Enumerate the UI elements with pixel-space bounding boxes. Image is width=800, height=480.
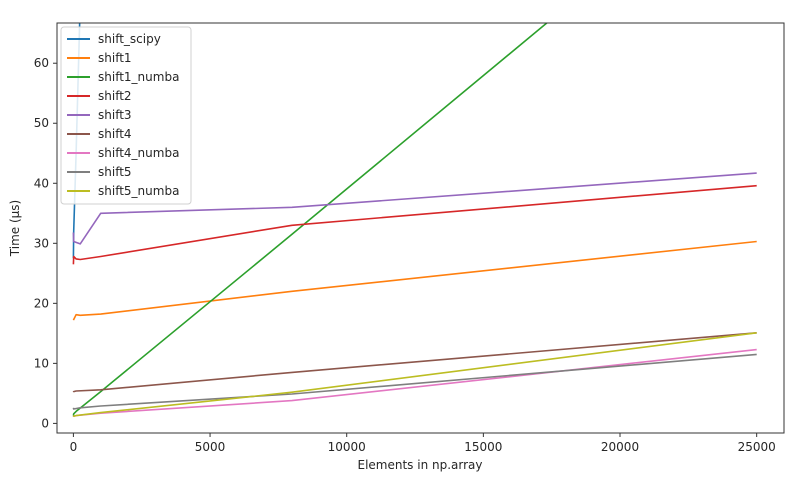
legend-item: shift4_numba <box>67 146 179 160</box>
y-tick-label: 0 <box>41 416 49 430</box>
x-axis-ticks: 0 5000 10000 15000 20000 25000 <box>70 433 776 454</box>
legend-item: shift1_numba <box>67 70 179 84</box>
legend-label: shift_scipy <box>98 32 161 46</box>
y-tick-label: 20 <box>34 296 49 310</box>
series-lines <box>72 23 757 418</box>
series-line-shift4 <box>72 332 757 393</box>
legend: shift_scipy shift1 shift1_numba shift2 shift… <box>60 26 192 205</box>
x-tick-label: 25000 <box>738 440 776 454</box>
legend-item: shift5_numba <box>67 184 179 198</box>
x-tick-label: 10000 <box>328 440 366 454</box>
y-tick-label: 40 <box>34 176 49 190</box>
series-line-shift1-numba <box>72 23 549 416</box>
legend-label: shift5_numba <box>98 184 179 198</box>
legend-item: shift1 <box>67 51 132 65</box>
legend-label: shift1_numba <box>98 70 179 84</box>
x-tick-label: 15000 <box>464 440 502 454</box>
y-axis-label: Time (µs) <box>8 200 22 257</box>
y-tick-label: 60 <box>34 56 49 70</box>
x-axis-label: Elements in np.array <box>357 458 482 472</box>
legend-item: shift_scipy <box>67 32 161 46</box>
y-axis-ticks: 0 10 20 30 40 50 60 <box>34 56 57 430</box>
legend-box <box>60 26 192 205</box>
x-tick-label: 5000 <box>195 440 226 454</box>
y-tick-label: 10 <box>34 356 49 370</box>
legend-item: shift3 <box>67 108 132 122</box>
legend-label: shift1 <box>98 51 132 65</box>
series-line-shift5-numba <box>72 332 757 418</box>
legend-label: shift4_numba <box>98 146 179 160</box>
legend-item: shift2 <box>67 89 132 103</box>
legend-label: shift5 <box>98 165 132 179</box>
legend-item: shift4 <box>67 127 132 141</box>
x-tick-label: 20000 <box>601 440 639 454</box>
plot-area <box>56 22 785 434</box>
legend-item: shift5 <box>67 165 132 179</box>
y-tick-label: 50 <box>34 116 49 130</box>
legend-label: shift3 <box>98 108 132 122</box>
legend-label: shift2 <box>98 89 132 103</box>
series-line-shift5 <box>72 353 757 410</box>
y-tick-label: 30 <box>34 236 49 250</box>
x-tick-label: 0 <box>70 440 78 454</box>
series-line-shift1 <box>72 240 757 321</box>
series-line-shift3 <box>72 172 757 245</box>
legend-label: shift4 <box>98 127 132 141</box>
series-line-shift2 <box>72 184 757 265</box>
